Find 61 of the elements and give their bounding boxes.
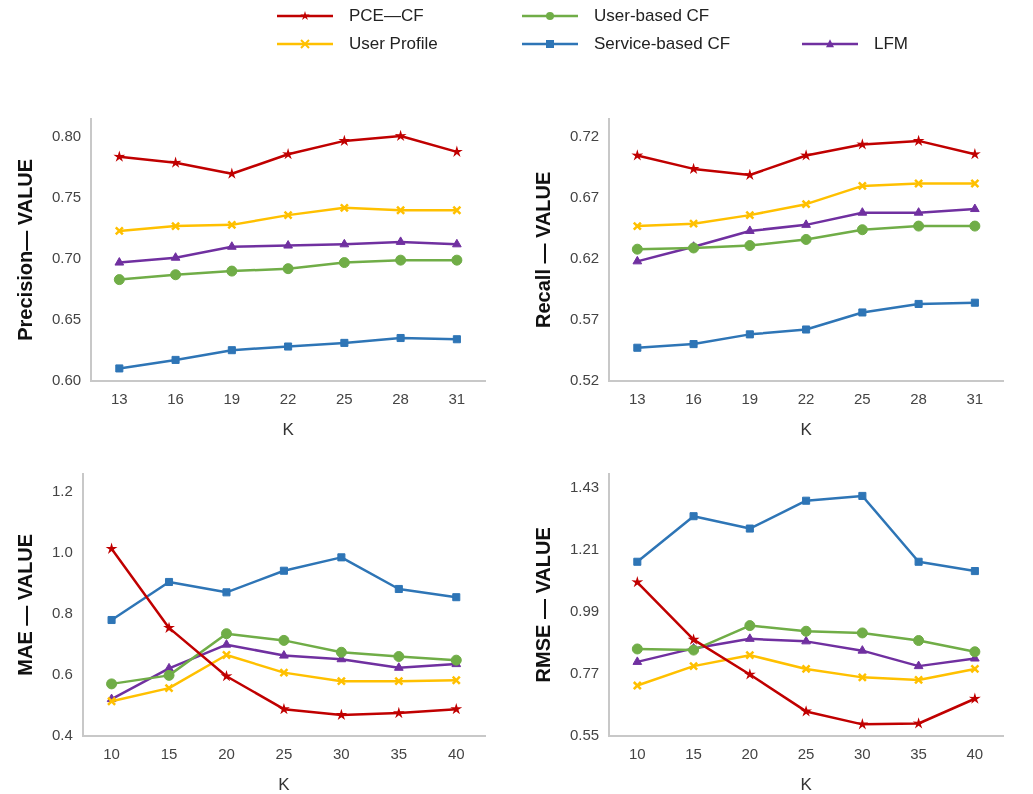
x-tick-label: 13 bbox=[628, 389, 646, 407]
legend-label: Service-based CF bbox=[594, 34, 731, 54]
y-tick-label: 0.77 bbox=[569, 663, 600, 681]
x-tick-label: 19 bbox=[741, 389, 759, 407]
x-tick-label: 25 bbox=[336, 389, 353, 407]
y-tick-label: 0.4 bbox=[51, 725, 73, 743]
x-tick-label: 30 bbox=[333, 744, 350, 762]
y-tick-label: 0.55 bbox=[569, 725, 600, 743]
y-axis-title: RMSE — VALUE bbox=[531, 527, 554, 683]
x-tick-label: 16 bbox=[167, 389, 184, 407]
x-tick-label: 20 bbox=[218, 744, 235, 762]
x-tick-label: 35 bbox=[390, 744, 408, 762]
x-tick-label: 16 bbox=[685, 389, 702, 407]
y-tick-label: 0.65 bbox=[51, 309, 82, 327]
y-tick-label: 0.8 bbox=[51, 604, 73, 622]
x-tick-label: 15 bbox=[160, 744, 178, 762]
y-tick-label: 1.43 bbox=[569, 478, 600, 496]
x-tick-label: 35 bbox=[910, 744, 927, 762]
x-tick-label: 13 bbox=[110, 389, 128, 407]
x-tick-label: 15 bbox=[685, 744, 702, 762]
x-axis-title: K bbox=[800, 775, 813, 794]
y-axis-title: Recall — VALUE bbox=[531, 171, 554, 328]
x-axis-title: K bbox=[278, 775, 291, 794]
x-tick-label: 22 bbox=[797, 389, 815, 407]
y-tick-label: 0.57 bbox=[569, 309, 600, 327]
x-tick-label: 31 bbox=[448, 389, 466, 407]
y-tick-label: 0.70 bbox=[51, 249, 82, 267]
x-tick-label: 31 bbox=[966, 389, 984, 407]
x-tick-label: 25 bbox=[275, 744, 293, 762]
x-axis-title: K bbox=[282, 420, 295, 440]
y-tick-label: 0.6 bbox=[51, 664, 73, 682]
x-tick-label: 10 bbox=[103, 744, 120, 762]
x-tick-label: 19 bbox=[223, 389, 241, 407]
y-tick-label: 0.99 bbox=[569, 601, 600, 619]
y-tick-label: 0.62 bbox=[569, 249, 600, 267]
x-tick-label: 40 bbox=[966, 744, 984, 762]
y-axis-title: MAE — VALUE bbox=[13, 533, 36, 676]
y-tick-label: 0.52 bbox=[569, 370, 600, 388]
x-tick-label: 10 bbox=[628, 744, 646, 762]
y-tick-label: 0.67 bbox=[569, 188, 600, 206]
y-tick-label: 0.80 bbox=[51, 127, 82, 145]
y-tick-label: 1.21 bbox=[569, 540, 600, 558]
x-tick-label: 28 bbox=[392, 389, 409, 407]
x-tick-label: 20 bbox=[741, 744, 759, 762]
legend-label: LFM bbox=[874, 34, 908, 54]
y-tick-label: 1.0 bbox=[51, 543, 73, 561]
y-tick-label: 0.75 bbox=[51, 188, 82, 206]
legend-label: User-based CF bbox=[594, 6, 710, 26]
legend-label: PCE—CF bbox=[349, 6, 424, 26]
x-tick-label: 40 bbox=[447, 744, 465, 762]
x-tick-label: 25 bbox=[854, 389, 871, 407]
x-tick-label: 25 bbox=[797, 744, 815, 762]
x-axis-title: K bbox=[800, 420, 813, 440]
y-tick-label: 0.60 bbox=[51, 370, 82, 388]
y-tick-label: 1.2 bbox=[51, 482, 73, 500]
y-tick-label: 0.72 bbox=[569, 127, 600, 145]
x-tick-label: 28 bbox=[910, 389, 927, 407]
x-tick-label: 30 bbox=[854, 744, 871, 762]
y-axis-title: Precision— VALUE bbox=[13, 158, 36, 341]
x-tick-label: 22 bbox=[279, 389, 297, 407]
legend-label: User Profile bbox=[349, 34, 438, 54]
